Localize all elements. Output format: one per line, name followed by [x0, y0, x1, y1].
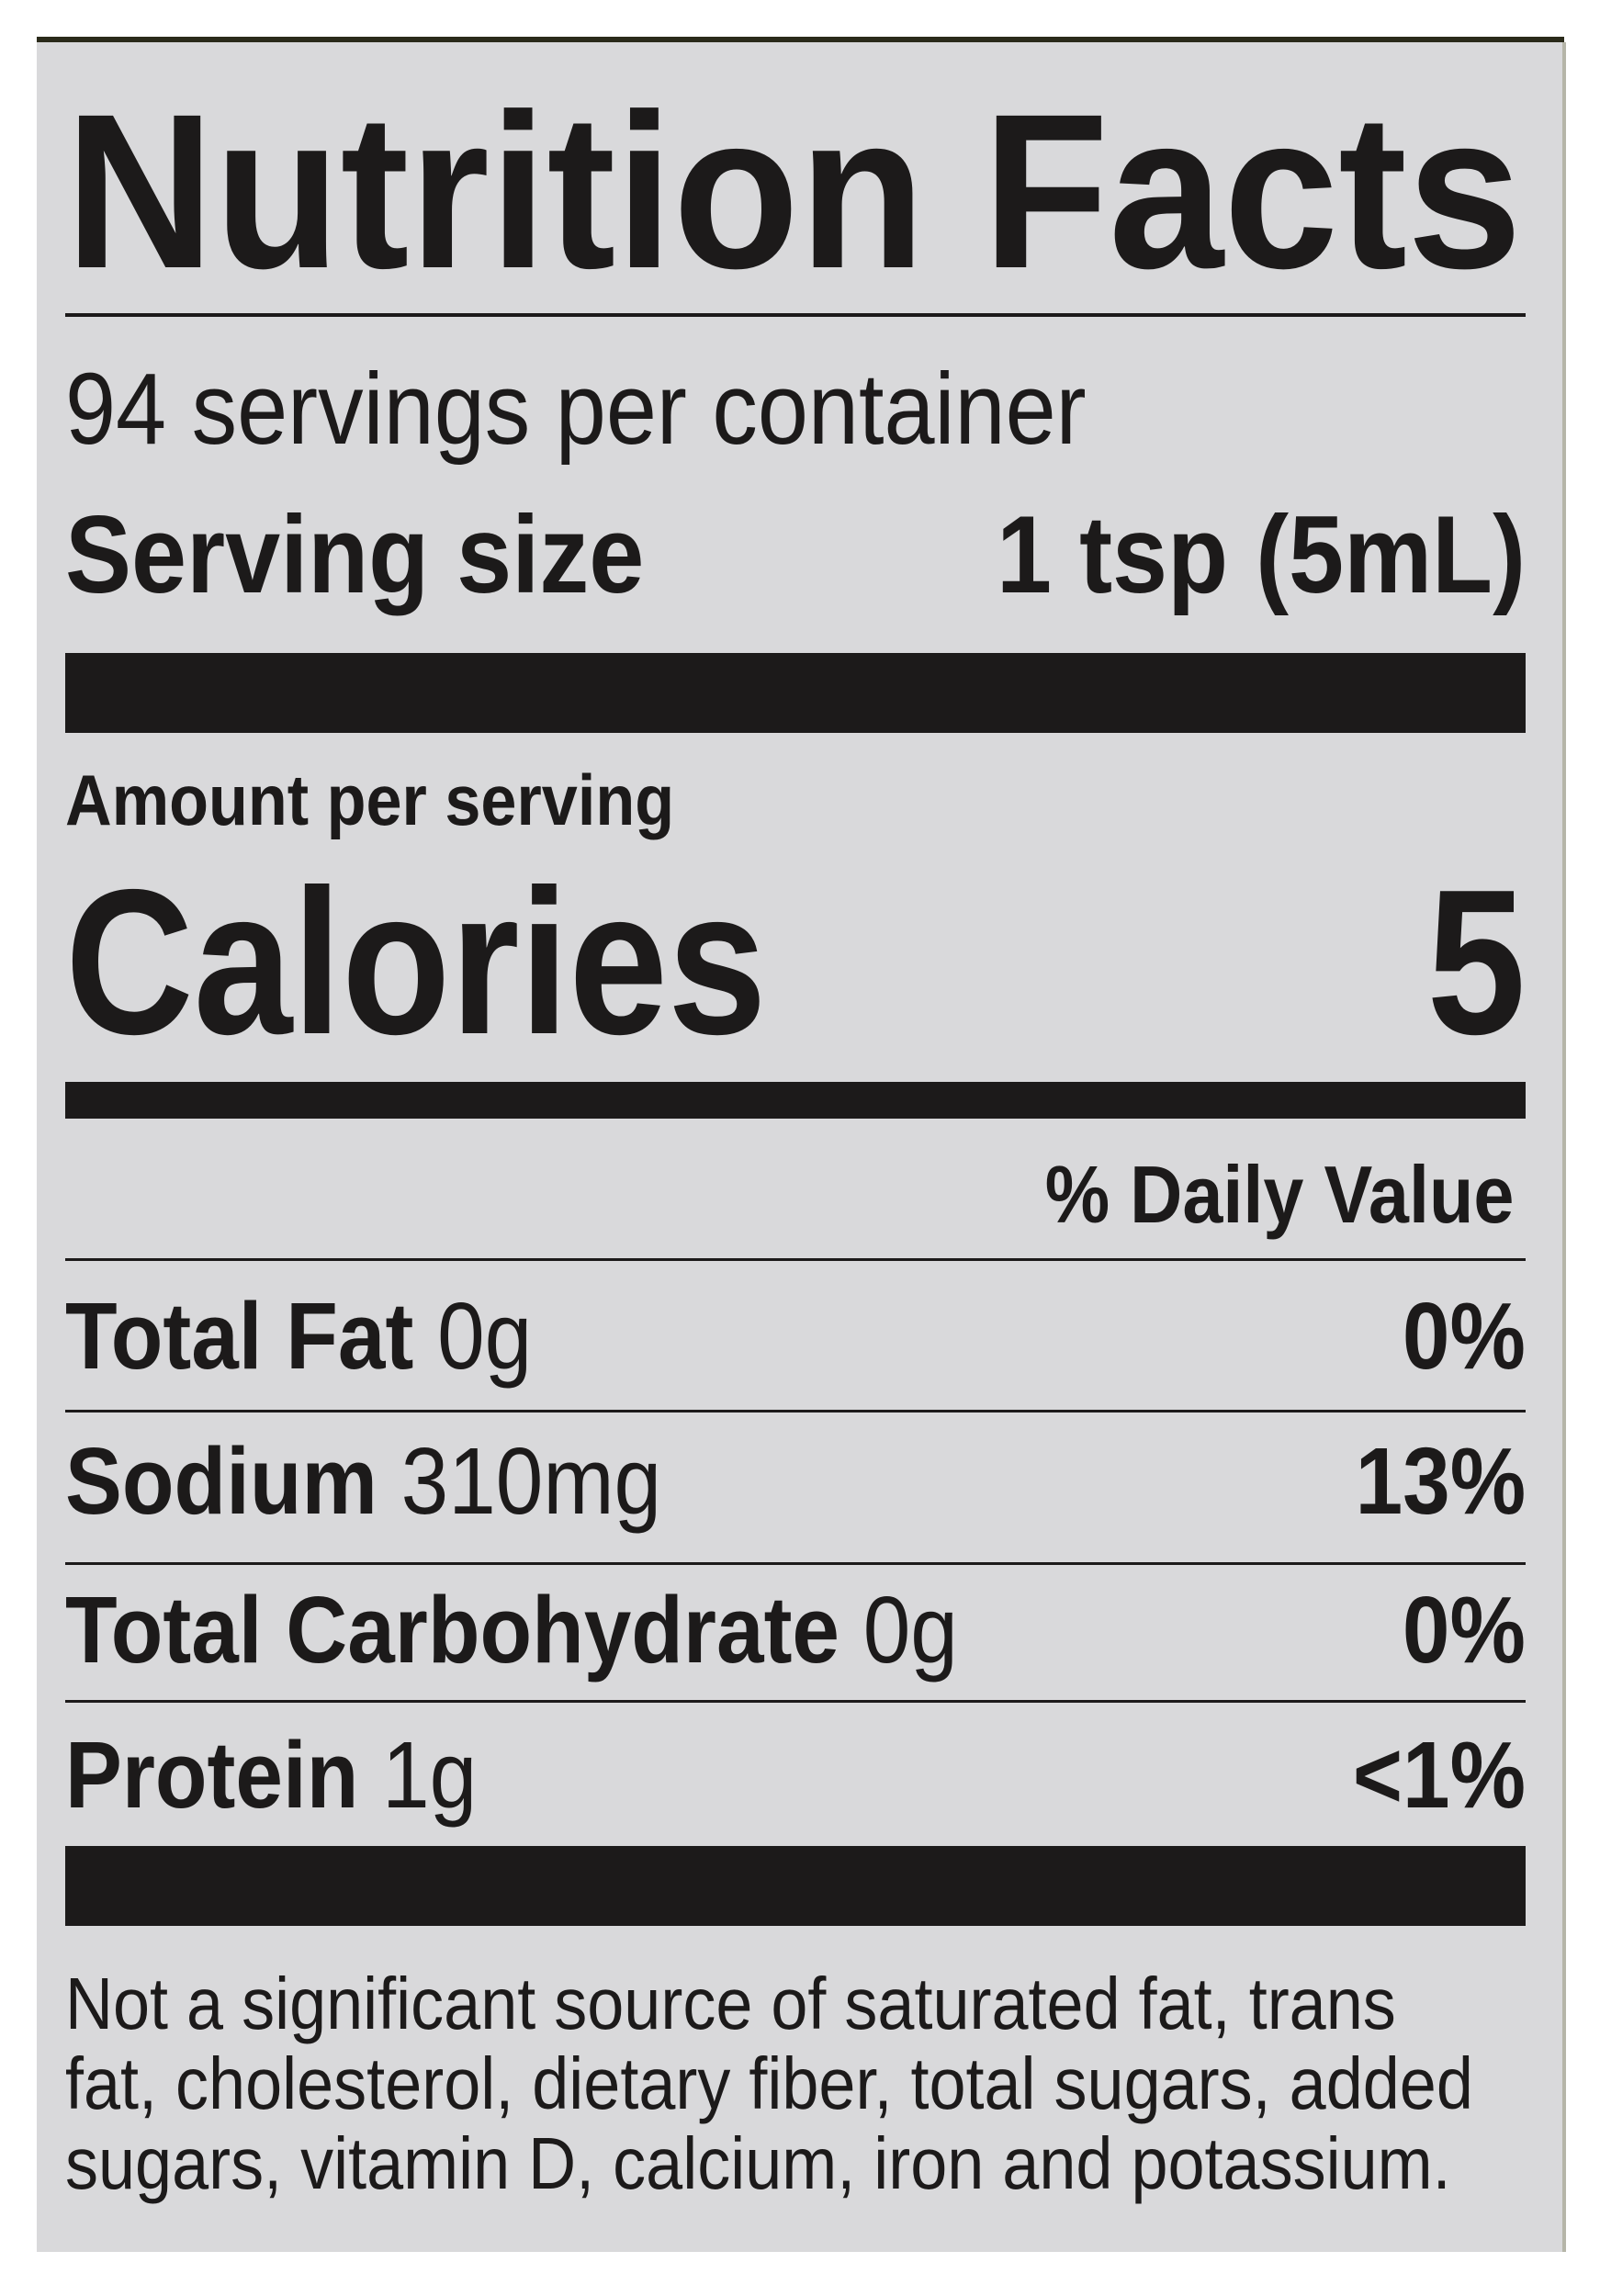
- rule: [65, 1562, 1526, 1565]
- nutrient-name: Total Fat: [65, 1283, 414, 1389]
- nutrient-row-sodium: Sodium 310mg: [65, 1434, 661, 1528]
- calories-value: 5: [1426, 846, 1526, 1077]
- nutrient-row-total-carbohydrate: Total Carbohydrate 0g: [65, 1582, 958, 1677]
- nutrient-name: Total Carbohydrate: [65, 1577, 839, 1683]
- footnote-line: fat, cholesterol, dietary fiber, total s…: [65, 2043, 1473, 2124]
- nutrient-row-protein: Protein 1g: [65, 1728, 477, 1822]
- servings-per-container: 94 servings per container: [65, 353, 1087, 466]
- title-rule: [65, 313, 1526, 317]
- nutrition-label: Nutrition Facts 94 servings per containe…: [37, 37, 1566, 2252]
- nutrient-amount: 310mg: [400, 1428, 662, 1534]
- serving-size-value: 1 tsp (5mL): [996, 493, 1526, 616]
- nutrient-amount: 1g: [382, 1722, 478, 1828]
- rule: [65, 1410, 1526, 1412]
- nutrient-dv: 13%: [1355, 1428, 1526, 1534]
- rule: [65, 1258, 1526, 1261]
- serving-size-label: Serving size: [65, 493, 645, 616]
- nutrient-dv: 0%: [1403, 1283, 1526, 1389]
- calories-label: Calories: [65, 846, 767, 1077]
- nutrient-amount: 0g: [437, 1283, 533, 1389]
- nutrient-name: Protein: [65, 1722, 359, 1828]
- daily-value-header: % Daily Value: [1044, 1149, 1514, 1240]
- nutrient-row-total-fat: Total Fat 0g: [65, 1289, 532, 1383]
- rule: [65, 1700, 1526, 1703]
- footnote-line: sugars, vitamin D, calcium, iron and pot…: [65, 2122, 1451, 2204]
- nutrient-dv: 0%: [1403, 1577, 1526, 1683]
- amount-per-serving: Amount per serving: [65, 760, 675, 840]
- nutrient-dv: <1%: [1352, 1722, 1526, 1828]
- title-svg: Nutrition Facts: [65, 68, 1522, 314]
- thick-bar-middle: [65, 1082, 1526, 1119]
- footnote-line: Not a significant source of saturated fa…: [65, 1963, 1396, 2044]
- label-title: Nutrition Facts: [65, 68, 1522, 314]
- nutrient-name: Sodium: [65, 1428, 377, 1534]
- thick-bar-bottom: [65, 1846, 1526, 1926]
- thick-bar-top: [65, 653, 1526, 733]
- nutrient-amount: 0g: [862, 1577, 958, 1683]
